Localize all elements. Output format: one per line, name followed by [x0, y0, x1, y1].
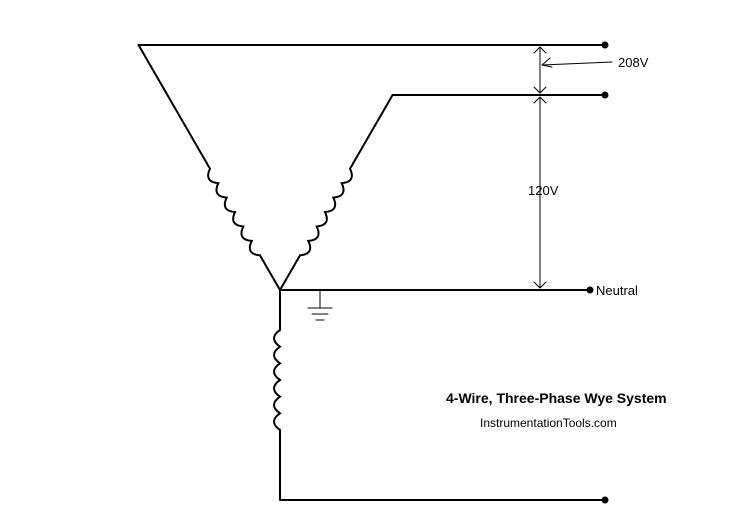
label-120v: 120V — [528, 183, 558, 198]
label-208v: 208V — [618, 55, 648, 70]
diagram-title: 4-Wire, Three-Phase Wye System — [446, 390, 667, 406]
label-neutral: Neutral — [596, 283, 638, 298]
diagram-canvas: 208V 120V Neutral 4-Wire, Three-Phase Wy… — [0, 0, 739, 523]
source-credit: InstrumentationTools.com — [480, 416, 617, 430]
wye-diagram-svg — [0, 0, 739, 523]
